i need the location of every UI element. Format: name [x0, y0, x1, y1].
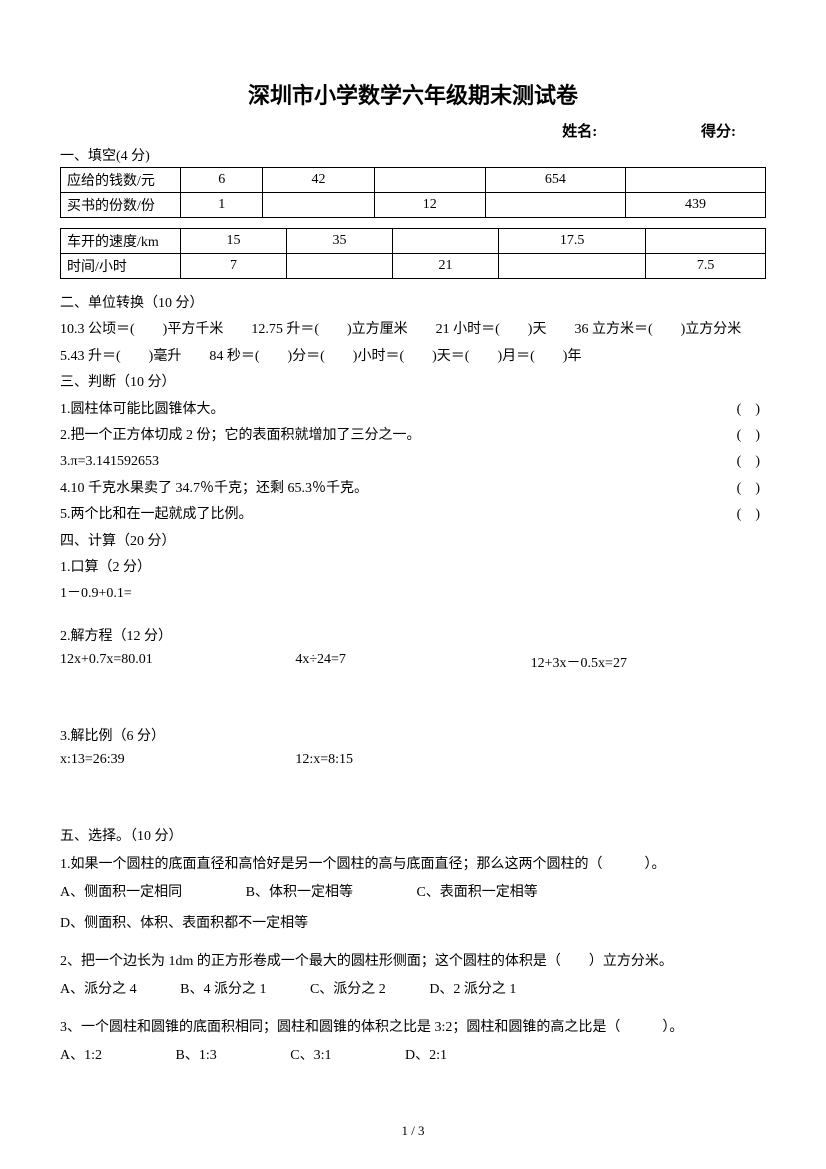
cell: 15	[181, 229, 287, 254]
eq2: 12:x=8:15	[295, 752, 530, 768]
judge-paren: ( )	[737, 425, 766, 447]
eq1: x:13=26:39	[60, 752, 295, 768]
section4-sub2-label: 2.解方程（12 分）	[60, 626, 766, 648]
name-score-line: 姓名: 得分:	[60, 120, 766, 141]
choice-c: C、3:1	[290, 1044, 331, 1068]
cell: 7.5	[646, 254, 766, 279]
section4-label: 四、计算（20 分）	[60, 531, 766, 553]
cell: 439	[625, 193, 765, 218]
cell: 21	[393, 254, 499, 279]
cell: 12	[374, 193, 485, 218]
choice-a: A、派分之 4	[60, 978, 137, 1002]
judge-paren: ( )	[737, 399, 766, 421]
eq2: 4x÷24=7	[295, 652, 530, 672]
cell: 7	[181, 254, 287, 279]
section2: 二、单位转换（10 分） 10.3 公顷＝( )平方千米 12.75 升＝( )…	[60, 293, 766, 368]
judge-paren: ( )	[737, 451, 766, 473]
cell	[625, 168, 765, 193]
table-row: 应给的钱数/元 6 42 654	[61, 168, 766, 193]
judge-text: 5.两个比和在一起就成了比例。	[60, 504, 253, 526]
page-title: 深圳市小学数学六年级期末测试卷	[60, 78, 766, 110]
section3-label: 三、判断（10 分）	[60, 372, 766, 394]
choice-b: B、1:3	[176, 1044, 217, 1068]
choice-a: A、1:2	[60, 1044, 102, 1068]
section3: 三、判断（10 分） 1.圆柱体可能比圆锥体大。 ( ) 2.把一个正方体切成 …	[60, 372, 766, 526]
choice-c: C、表面积一定相等	[416, 881, 537, 905]
cell: 654	[485, 168, 625, 193]
cell	[393, 229, 499, 254]
cell: 时间/小时	[61, 254, 181, 279]
equation-row: 12x+0.7x=80.01 4x÷24=7 12+3x－0.5x=27	[60, 652, 766, 672]
cell	[287, 254, 393, 279]
table-row: 车开的速度/km 15 35 17.5	[61, 229, 766, 254]
cell	[499, 254, 646, 279]
cell: 6	[181, 168, 263, 193]
judge-paren: ( )	[737, 478, 766, 500]
judge-text: 4.10 千克水果卖了 34.7％千克；还剩 65.3％千克。	[60, 478, 368, 500]
cell: 1	[181, 193, 263, 218]
judge-item: 2.把一个正方体切成 2 份；它的表面积就增加了三分之一。 ( )	[60, 425, 766, 447]
section4: 四、计算（20 分） 1.口算（2 分） 1－0.9+0.1= 2.解方程（12…	[60, 531, 766, 813]
section4-sub1-label: 1.口算（2 分）	[60, 557, 766, 579]
eq1: 12x+0.7x=80.01	[60, 652, 295, 672]
judge-item: 3.π=3.141592653 ( )	[60, 451, 766, 473]
judge-item: 5.两个比和在一起就成了比例。 ( )	[60, 504, 766, 526]
choice-a: A、侧面积一定相同	[60, 881, 182, 905]
cell	[646, 229, 766, 254]
section2-line1: 10.3 公顷＝( )平方千米 12.75 升＝( )立方厘米 21 小时＝( …	[60, 319, 766, 341]
cell	[485, 193, 625, 218]
judge-item: 4.10 千克水果卖了 34.7％千克；还剩 65.3％千克。 ( )	[60, 478, 766, 500]
section5-label: 五、选择。（10 分）	[60, 826, 766, 848]
judge-item: 1.圆柱体可能比圆锥体大。 ( )	[60, 399, 766, 421]
cell: 买书的份数/份	[61, 193, 181, 218]
choice-b: B、体积一定相等	[246, 881, 353, 905]
cell: 应给的钱数/元	[61, 168, 181, 193]
section4-sub3-label: 3.解比例（6 分）	[60, 726, 766, 748]
cell: 17.5	[499, 229, 646, 254]
q2-text: 2、把一个边长为 1dm 的正方形卷成一个最大的圆柱形侧面；这个圆柱的体积是（ …	[60, 950, 766, 974]
eq3	[531, 752, 766, 768]
choice-d: D、侧面积、体积、表面积都不一定相等	[60, 912, 766, 936]
table-row: 买书的份数/份 1 12 439	[61, 193, 766, 218]
q3-choices: A、1:2 B、1:3 C、3:1 D、2:1	[60, 1044, 766, 1068]
choice-c: C、派分之 2	[310, 978, 386, 1002]
judge-text: 2.把一个正方体切成 2 份；它的表面积就增加了三分之一。	[60, 425, 421, 447]
judge-text: 3.π=3.141592653	[60, 451, 159, 473]
choice-b: B、4 派分之 1	[180, 978, 266, 1002]
choice-d: D、2:1	[405, 1044, 447, 1068]
cell	[263, 193, 374, 218]
q1-choices: A、侧面积一定相同 B、体积一定相等 C、表面积一定相等	[60, 881, 766, 905]
score-label: 得分:	[701, 120, 736, 141]
cell: 42	[263, 168, 374, 193]
judge-paren: ( )	[737, 504, 766, 526]
judge-text: 1.圆柱体可能比圆锥体大。	[60, 399, 225, 421]
section5: 五、选择。（10 分） 1.如果一个圆柱的底面直径和高恰好是另一个圆柱的高与底面…	[60, 826, 766, 1067]
name-label: 姓名:	[562, 120, 597, 141]
eq3: 12+3x－0.5x=27	[531, 652, 766, 672]
page-number: 1 / 3	[0, 1123, 826, 1139]
q3-text: 3、一个圆柱和圆锥的底面积相同；圆柱和圆锥的体积之比是 3:2；圆柱和圆锥的高之…	[60, 1016, 766, 1040]
equation-row: x:13=26:39 12:x=8:15	[60, 752, 766, 768]
choice-d: D、2 派分之 1	[429, 978, 516, 1002]
q2-choices: A、派分之 4 B、4 派分之 1 C、派分之 2 D、2 派分之 1	[60, 978, 766, 1002]
section1-label: 一、填空(4 分)	[60, 145, 766, 165]
table2: 车开的速度/km 15 35 17.5 时间/小时 7 21 7.5	[60, 228, 766, 279]
section2-line2: 5.43 升＝( )毫升 84 秒＝( )分＝( )小时＝( )天＝( )月＝(…	[60, 346, 766, 368]
cell	[374, 168, 485, 193]
table-row: 时间/小时 7 21 7.5	[61, 254, 766, 279]
cell: 车开的速度/km	[61, 229, 181, 254]
section2-label: 二、单位转换（10 分）	[60, 293, 766, 315]
cell: 35	[287, 229, 393, 254]
q1-text: 1.如果一个圆柱的底面直径和高恰好是另一个圆柱的高与底面直径；那么这两个圆柱的（…	[60, 853, 766, 877]
section4-sub1-eq: 1－0.9+0.1=	[60, 583, 766, 605]
table1: 应给的钱数/元 6 42 654 买书的份数/份 1 12 439	[60, 167, 766, 218]
